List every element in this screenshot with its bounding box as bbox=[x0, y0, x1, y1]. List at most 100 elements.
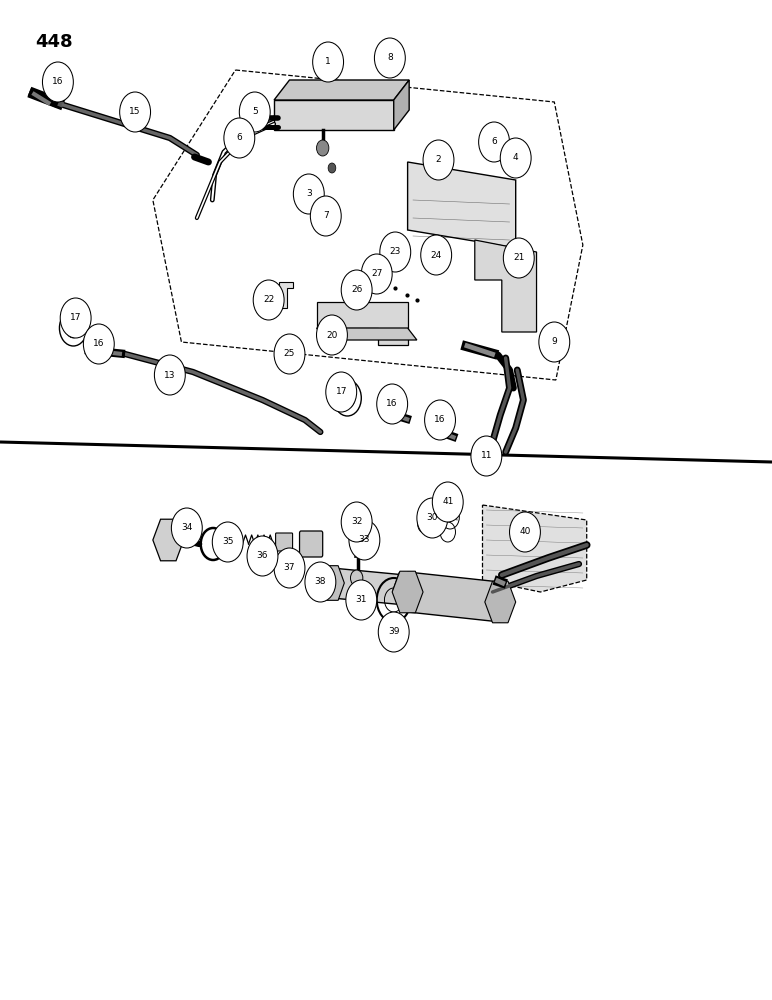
Text: 7: 7 bbox=[323, 212, 329, 221]
Circle shape bbox=[224, 118, 255, 158]
Text: 16: 16 bbox=[435, 416, 445, 424]
Polygon shape bbox=[279, 282, 293, 308]
Circle shape bbox=[346, 580, 377, 620]
Circle shape bbox=[66, 318, 81, 338]
Circle shape bbox=[377, 384, 408, 424]
Circle shape bbox=[417, 498, 448, 538]
Polygon shape bbox=[475, 240, 537, 332]
Text: 11: 11 bbox=[481, 452, 492, 460]
Text: 23: 23 bbox=[390, 247, 401, 256]
Text: 16: 16 bbox=[52, 78, 63, 87]
Text: 6: 6 bbox=[491, 137, 497, 146]
Circle shape bbox=[247, 536, 278, 576]
Circle shape bbox=[510, 512, 540, 552]
Circle shape bbox=[83, 324, 114, 364]
Text: 26: 26 bbox=[351, 286, 362, 294]
Text: 4: 4 bbox=[513, 153, 519, 162]
Circle shape bbox=[253, 280, 284, 320]
Circle shape bbox=[479, 122, 510, 162]
Text: 17: 17 bbox=[70, 314, 81, 322]
Circle shape bbox=[341, 270, 372, 310]
Circle shape bbox=[423, 140, 454, 180]
Text: 9: 9 bbox=[551, 338, 557, 347]
Polygon shape bbox=[320, 566, 344, 600]
Circle shape bbox=[212, 522, 243, 562]
Circle shape bbox=[350, 570, 363, 586]
Circle shape bbox=[341, 502, 372, 542]
Circle shape bbox=[239, 92, 270, 132]
Circle shape bbox=[503, 238, 534, 278]
Circle shape bbox=[317, 315, 347, 355]
Text: 21: 21 bbox=[513, 253, 524, 262]
Polygon shape bbox=[393, 573, 418, 607]
Text: 34: 34 bbox=[181, 524, 192, 532]
Circle shape bbox=[305, 562, 336, 602]
Circle shape bbox=[361, 254, 392, 294]
Text: 41: 41 bbox=[442, 497, 453, 506]
Circle shape bbox=[313, 42, 344, 82]
Polygon shape bbox=[332, 568, 405, 605]
Circle shape bbox=[378, 612, 409, 652]
Polygon shape bbox=[317, 328, 417, 340]
Polygon shape bbox=[274, 100, 394, 130]
Circle shape bbox=[310, 196, 341, 236]
Circle shape bbox=[60, 298, 91, 338]
Circle shape bbox=[432, 482, 463, 522]
Polygon shape bbox=[153, 519, 184, 561]
Text: 38: 38 bbox=[315, 578, 326, 586]
Circle shape bbox=[326, 372, 357, 412]
Circle shape bbox=[500, 138, 531, 178]
Text: 40: 40 bbox=[520, 528, 530, 536]
Circle shape bbox=[317, 140, 329, 156]
Circle shape bbox=[154, 355, 185, 395]
Circle shape bbox=[425, 400, 455, 440]
Circle shape bbox=[340, 388, 355, 408]
Polygon shape bbox=[408, 572, 500, 622]
Text: 5: 5 bbox=[252, 107, 258, 116]
Polygon shape bbox=[392, 571, 423, 613]
Text: 17: 17 bbox=[336, 387, 347, 396]
Text: 22: 22 bbox=[263, 296, 274, 304]
Text: 39: 39 bbox=[388, 628, 399, 637]
Circle shape bbox=[274, 548, 305, 588]
Circle shape bbox=[539, 322, 570, 362]
Circle shape bbox=[42, 62, 73, 102]
FancyBboxPatch shape bbox=[300, 531, 323, 557]
Polygon shape bbox=[394, 80, 409, 130]
Text: 32: 32 bbox=[351, 518, 362, 526]
Circle shape bbox=[421, 235, 452, 275]
Circle shape bbox=[120, 92, 151, 132]
Text: 24: 24 bbox=[431, 250, 442, 259]
Polygon shape bbox=[485, 581, 516, 623]
Circle shape bbox=[380, 232, 411, 272]
Circle shape bbox=[328, 163, 336, 173]
Text: 33: 33 bbox=[359, 536, 370, 544]
Text: 20: 20 bbox=[327, 330, 337, 340]
Circle shape bbox=[349, 520, 380, 560]
Text: 8: 8 bbox=[387, 53, 393, 62]
Polygon shape bbox=[317, 302, 408, 345]
Polygon shape bbox=[408, 162, 516, 248]
Text: 37: 37 bbox=[284, 564, 295, 572]
Text: 16: 16 bbox=[93, 340, 104, 349]
Text: 13: 13 bbox=[164, 370, 175, 379]
Text: 3: 3 bbox=[306, 190, 312, 198]
Text: 35: 35 bbox=[222, 538, 233, 546]
Text: 2: 2 bbox=[435, 155, 442, 164]
Text: 30: 30 bbox=[427, 514, 438, 522]
Circle shape bbox=[171, 508, 202, 548]
Circle shape bbox=[471, 436, 502, 476]
Polygon shape bbox=[482, 505, 587, 592]
Text: 27: 27 bbox=[371, 269, 382, 278]
Text: 25: 25 bbox=[284, 350, 295, 359]
Text: 36: 36 bbox=[257, 552, 268, 560]
Text: 448: 448 bbox=[35, 33, 73, 51]
Text: 16: 16 bbox=[387, 399, 398, 408]
FancyBboxPatch shape bbox=[276, 533, 293, 551]
Polygon shape bbox=[274, 80, 409, 100]
Text: 15: 15 bbox=[130, 107, 141, 116]
Circle shape bbox=[374, 38, 405, 78]
Circle shape bbox=[274, 334, 305, 374]
Circle shape bbox=[293, 174, 324, 214]
Text: 6: 6 bbox=[236, 133, 242, 142]
